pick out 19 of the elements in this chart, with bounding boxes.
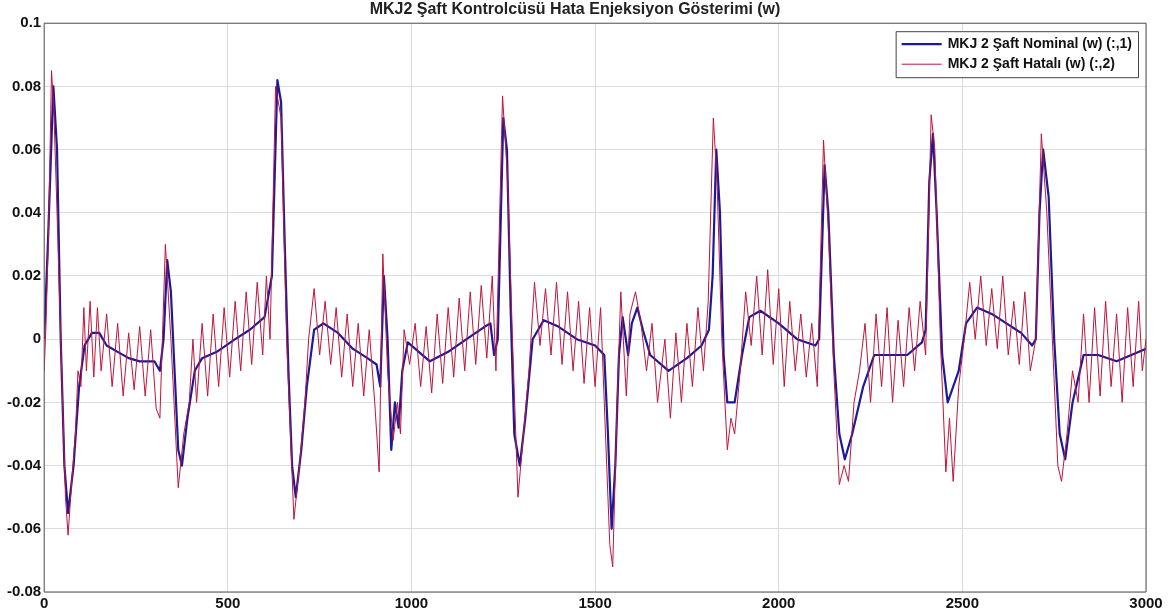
y-tick-label: 0.02 xyxy=(11,266,42,284)
y-tick-label: -0.04 xyxy=(6,455,42,473)
x-tick-label: 2500 xyxy=(945,594,980,612)
x-tick-label: 1000 xyxy=(394,594,429,612)
x-tick-label: 1500 xyxy=(578,594,612,612)
y-tick-label: -0.02 xyxy=(6,392,42,410)
y-tick-label: 0.06 xyxy=(11,139,42,157)
x-tick-label: 3000 xyxy=(1129,594,1163,612)
legend-label: MKJ 2 Şaft Hatalı (w) (:,2) xyxy=(947,55,1115,72)
x-tick-label: 500 xyxy=(215,594,241,612)
y-tick-label: 0.04 xyxy=(11,202,42,220)
x-tick-label: 2000 xyxy=(762,594,796,612)
y-tick-label: -0.06 xyxy=(6,518,42,536)
y-tick-label: 0.1 xyxy=(20,13,42,31)
chart-title: MKJ2 Şaft Kontrolcüsü Hata Enjeksiyon Gösterimi (w) xyxy=(369,0,781,18)
y-tick-label: 0 xyxy=(32,329,42,347)
y-tick-label: 0.08 xyxy=(11,76,42,94)
legend-label: MKJ 2 Şaft Nominal (w) (:,1) xyxy=(947,35,1133,52)
y-tick-label: -0.08 xyxy=(6,582,42,600)
